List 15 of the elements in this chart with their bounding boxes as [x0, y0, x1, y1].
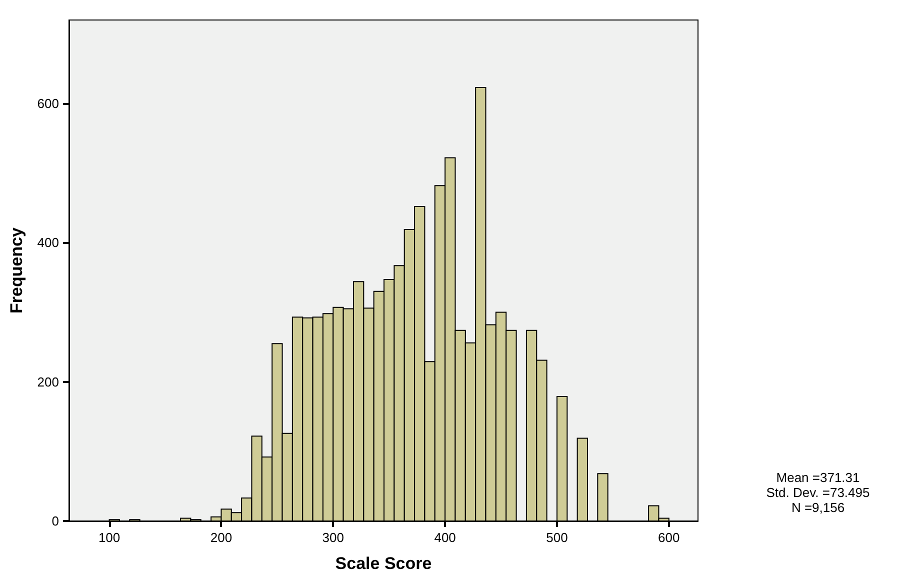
y-tick-label: 600	[37, 96, 59, 111]
x-axis-title: Scale Score	[335, 554, 432, 573]
text: Std. Dev. =73.495	[766, 485, 870, 500]
text: Mean =371.31	[776, 470, 860, 485]
x-tick-label: 200	[210, 530, 232, 545]
y-tick-label: 0	[52, 514, 59, 528]
x-tick-label: 300	[322, 530, 344, 545]
x-tick-label: 100	[98, 530, 120, 545]
y-tick-label: 200	[37, 374, 59, 390]
text: N =9,156	[791, 500, 845, 515]
y-axis-title: Frequency	[7, 226, 26, 314]
x-tick-label: 500	[546, 530, 568, 545]
y-tick-label: 400	[37, 235, 59, 250]
x-tick-label: 600	[658, 530, 680, 545]
x-tick-label: 400	[434, 530, 456, 545]
